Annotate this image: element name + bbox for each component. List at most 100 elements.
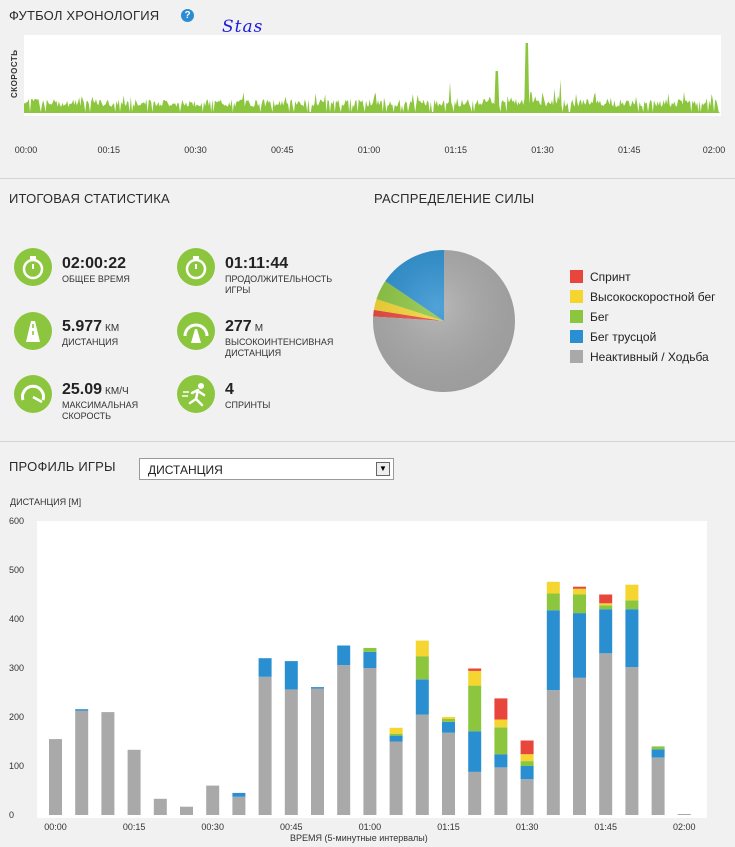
bar-segment (599, 653, 613, 815)
bar-segment (415, 714, 429, 815)
bar-x-ticks: 00:00 00:15 00:30 00:45 01:00 01:15 01:30 01:45… (44, 822, 695, 832)
metric-select[interactable]: ДИСТАНЦИЯ ▼ (139, 458, 394, 480)
chevron-down-icon[interactable]: ▼ (376, 462, 390, 476)
bar-segment (415, 656, 429, 680)
bar-segment (651, 746, 665, 750)
bar-segment (625, 600, 639, 610)
timeline-x-tick: 01:00 (357, 145, 381, 155)
road-icon (14, 312, 52, 350)
bar-y-tick: 0 (9, 810, 14, 820)
speedometer-icon (14, 375, 52, 413)
bar-segment (75, 710, 89, 815)
metric-select-value: ДИСТАНЦИЯ (148, 463, 223, 477)
bar-segment (49, 739, 62, 815)
bar-x-tick: 01:45 (594, 822, 617, 832)
bar-segment (520, 754, 534, 762)
bar-segment (546, 610, 560, 691)
bar-segment (153, 798, 167, 815)
bar-segment (468, 731, 482, 772)
legend-label: Бег (590, 310, 609, 324)
bar-segment (651, 749, 665, 758)
bar-segment (468, 668, 482, 671)
help-icon[interactable]: ? (181, 9, 194, 22)
stat-sprints-label: СПРИНТЫ (225, 400, 271, 410)
bar-y-tick: 200 (9, 712, 24, 722)
bar-y-tick: 400 (9, 614, 24, 624)
bar-segment (520, 766, 534, 780)
bar-segment (599, 603, 613, 606)
bar-x-tick: 00:15 (123, 822, 146, 832)
bar-segment (389, 733, 403, 736)
bar-segment (573, 586, 586, 589)
timeline-title: ФУТБОЛ ХРОНОЛОГИЯ (9, 8, 160, 23)
bar-segment (232, 792, 246, 797)
section-divider (0, 441, 735, 442)
bar-segment (389, 741, 403, 815)
bar-x-tick: 01:15 (437, 822, 460, 832)
bar-y-tick: 100 (9, 761, 24, 771)
bar-segment (284, 689, 298, 815)
bar-segment (442, 719, 455, 722)
bar-series (49, 581, 691, 815)
handwritten-annotation: Stas (222, 17, 264, 37)
bar-segment (494, 698, 508, 720)
bar-segment (389, 727, 403, 734)
bar-segment (625, 609, 639, 667)
bar-segment (337, 665, 351, 815)
summary-title: ИТОГОВАЯ СТАТИСТИКА (9, 191, 170, 206)
bar-segment (468, 771, 482, 815)
power-distribution-title: РАСПРЕДЕЛЕНИЕ СИЛЫ (374, 191, 535, 206)
bar-segment (258, 676, 272, 815)
bar-x-tick: 01:30 (516, 822, 539, 832)
bar-segment (258, 658, 272, 677)
stat-high-intensity-value: 277 М (225, 318, 264, 335)
bar-x-tick: 00:45 (280, 822, 303, 832)
bar-segment (127, 749, 141, 815)
bar-segment (573, 594, 586, 614)
stat-distance-label: ДИСТАНЦИЯ (62, 337, 119, 347)
speed-trace (24, 43, 720, 113)
distance-bar-chart: 0 100 200 300 400 500 600 00:00 00:15 00:30 00:45… (9, 516, 707, 832)
bar-segment (546, 581, 560, 594)
legend-label: Спринт (590, 270, 631, 284)
timeline-x-tick: 00:30 (184, 145, 207, 155)
bar-segment (75, 709, 89, 711)
bar-segment (363, 647, 377, 652)
bar-segment (206, 785, 220, 815)
bar-segment (180, 806, 193, 815)
stat-high-intensity-unit: М (254, 323, 264, 334)
power-pie-chart (372, 250, 515, 392)
timeline-x-tick: 01:45 (617, 145, 641, 155)
timeline-chart (24, 35, 721, 116)
bar-segment (311, 687, 324, 689)
bar-segment (599, 594, 613, 604)
bar-x-tick: 02:00 (673, 822, 696, 832)
bar-segment (599, 609, 613, 654)
bar-x-tick: 01:00 (359, 822, 382, 832)
bar-segment (573, 613, 586, 678)
stat-max-speed-unit: КМ/Ч (105, 386, 129, 397)
bar-y-tick: 600 (9, 516, 24, 526)
legend-swatch (570, 350, 583, 363)
stat-game-duration-value: 01:11:44 (225, 255, 289, 272)
bar-segment (468, 685, 482, 732)
bar-chart-y-label: ДИСТАНЦИЯ [М] (10, 497, 82, 507)
stat-max-speed-value: 25.09 КМ/Ч (62, 381, 129, 398)
bar-segment (494, 754, 508, 768)
stat-max-speed-label: МАКСИМАЛЬНАЯ СКОРОСТЬ (62, 400, 139, 421)
bar-segment (415, 640, 429, 657)
bar-segment (415, 679, 429, 715)
bar-y-tick: 300 (9, 663, 24, 673)
bar-segment (311, 688, 324, 815)
bar-segment (442, 721, 455, 733)
timeline-x-tick: 00:00 (14, 145, 38, 155)
bar-segment (520, 761, 534, 766)
speed-series (24, 43, 720, 113)
timeline-x-tick: 02:00 (702, 145, 726, 155)
bar-segment (101, 712, 115, 815)
stopwatch-icon (14, 248, 52, 286)
bar-chart-x-label: ВРЕМЯ (5-минутные интервалы) (290, 833, 428, 843)
game-profile-title: ПРОФИЛЬ ИГРЫ (9, 459, 116, 474)
bar-segment (651, 757, 665, 815)
timeline-plot-area (24, 35, 721, 116)
